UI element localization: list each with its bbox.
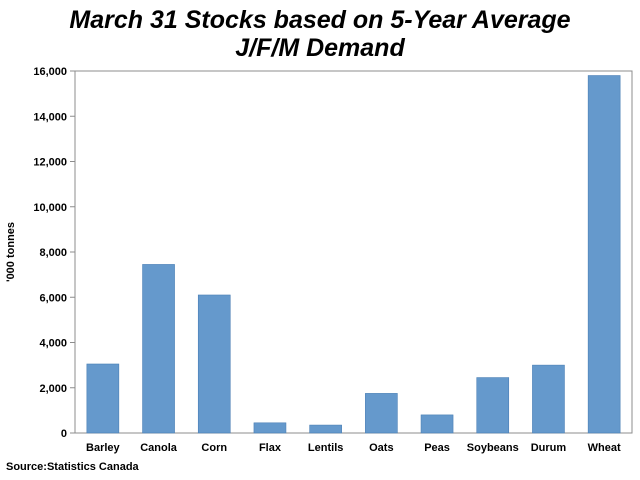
chart-title-line-2: J/F/M Demand [235, 34, 405, 62]
bar-oats [365, 393, 398, 434]
bar-lentils [309, 424, 342, 434]
bar-barley [86, 363, 120, 434]
y-tick-label: 16,000 [33, 66, 67, 78]
bar-peas [420, 414, 454, 434]
y-tick-label: 14,000 [33, 111, 67, 123]
y-tick-label: 8,000 [39, 247, 67, 259]
y-tick-label: 6,000 [39, 292, 67, 304]
y-axis-label: '000 tonnes [5, 222, 17, 282]
x-tick-label: Canola [140, 442, 178, 454]
x-tick-label: Peas [424, 442, 450, 454]
x-tick-label: Flax [259, 442, 282, 454]
y-tick-label: 0 [61, 428, 67, 440]
y-tick-label: 12,000 [33, 157, 67, 169]
bar-canola [142, 264, 175, 434]
y-tick-label: 10,000 [33, 202, 67, 214]
bar-flax [253, 422, 287, 434]
bar-wheat [587, 75, 621, 434]
source-note: Source:Statistics Canada [6, 461, 139, 473]
chart-title-line-1: March 31 Stocks based on 5-Year Average [69, 6, 571, 34]
x-tick-label: Lentils [308, 442, 343, 454]
x-tick-label: Corn [201, 442, 227, 454]
x-tick-label: Soybeans [467, 442, 519, 454]
x-tick-label: Barley [86, 442, 121, 454]
x-tick-label: Wheat [588, 442, 621, 454]
x-tick-label: Oats [369, 442, 393, 454]
y-tick-label: 2,000 [39, 383, 67, 395]
bar-durum [532, 364, 565, 434]
y-tick-label: 4,000 [39, 338, 67, 350]
x-tick-label: Durum [531, 442, 567, 454]
bar-soybeans [476, 377, 510, 434]
bar-corn [197, 294, 231, 434]
